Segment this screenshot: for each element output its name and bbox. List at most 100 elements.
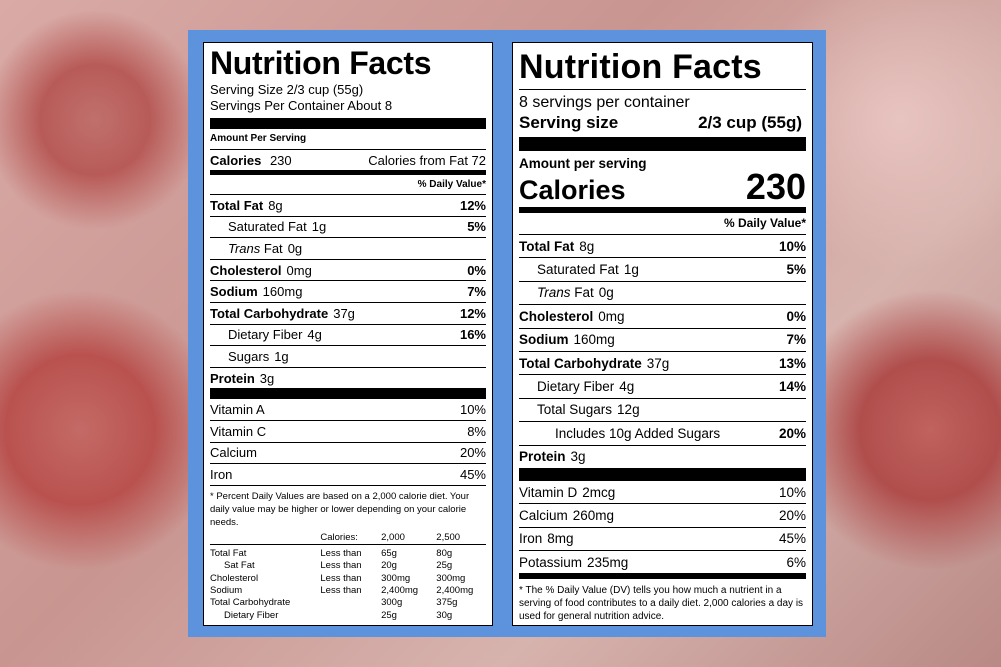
dv-table-cell: 300mg	[381, 572, 411, 584]
nutrient-name: Fat	[574, 285, 594, 301]
nutrient-row: Cholesterol 0mg 0%	[210, 258, 486, 281]
nutrient-dv: 12%	[459, 305, 486, 321]
calories-row: Calories 230	[519, 168, 806, 206]
nutrient-row: Total Carbohydrate 37g 12%	[210, 301, 486, 324]
dv-table-cell: Less than	[320, 584, 362, 596]
nutrient-dv: 20%	[778, 425, 806, 441]
vitamin-amount: 8mg	[547, 531, 574, 547]
dv-table: Calories: 2,000 2,500 Total Fat Less than 65…	[210, 532, 486, 622]
nutrient-dv: 5%	[786, 262, 806, 278]
footnote: * The % Daily Value (DV) tells you how m…	[519, 585, 804, 623]
nutrient-dv: 12%	[459, 197, 486, 213]
nutrient-dv: 0%	[786, 308, 806, 324]
label-title: Nutrition Facts	[519, 45, 806, 90]
nutrient-row: Protein 3g	[210, 366, 486, 389]
nutrient-dv: 0%	[467, 262, 486, 278]
rule	[210, 484, 486, 486]
dv-table-row: Sat Fat Less than 20g 25g	[210, 560, 486, 572]
dv-table-cell: 2,400mg	[436, 584, 474, 596]
dv-table-cell: 65g	[381, 548, 397, 560]
nutrient-amount: 8g	[579, 238, 595, 254]
nutrient-name: Total Sugars	[537, 402, 613, 418]
serving-size-value: 2/3 cup (55g)	[698, 113, 802, 132]
dv-table-cell: Total Carbohydrate	[210, 597, 291, 609]
dv-table-cell: Total Fat	[210, 548, 247, 560]
nutrient-name: Cholesterol	[519, 308, 594, 324]
dv-table-header: Calories: 2,000 2,500	[210, 532, 486, 545]
nutrient-name: Cholesterol	[210, 262, 282, 278]
nutrient-name: Sodium	[519, 332, 569, 348]
dv-table-row: Total Fat Less than 65g 80g	[210, 544, 486, 561]
vitamin-dv: 6%	[786, 554, 806, 570]
vitamin-row: Potassium 235mg 6%	[519, 550, 806, 573]
nutrient-amount: 37g	[646, 355, 670, 371]
nutrient-name: Sugars	[228, 348, 270, 364]
dv-header: % Daily Value*	[723, 216, 806, 230]
nutrient-amount: 1g	[311, 219, 327, 235]
dv-table-cell: 300g	[381, 597, 403, 609]
nutrient-amount: 12g	[617, 402, 640, 418]
calories-from-fat: Calories from Fat 72	[368, 152, 486, 168]
nutrient-row: Protein 3g	[519, 444, 806, 468]
vitamin-row: Vitamin A 10%	[210, 399, 486, 420]
nutrient-amount: 1g	[623, 262, 639, 278]
vitamin-row: Calcium 260mg 20%	[519, 503, 806, 526]
vitamin-name: Iron	[519, 531, 543, 547]
right-label: Nutrition Facts 8 servings per container…	[512, 42, 813, 626]
calories-value: 230	[269, 152, 292, 168]
servings: Servings Per Container About 8	[210, 98, 393, 113]
nutrient-amount: 160mg	[262, 284, 303, 300]
calories-label: Calories	[519, 175, 626, 205]
calories-row: Calories 230 Calories from Fat 72	[210, 149, 486, 170]
serving-size: Serving Size 2/3 cup (55g)	[210, 82, 364, 97]
nutrient-amount: 0g	[287, 240, 303, 256]
nutrient-dv: 14%	[778, 379, 806, 395]
nutrient-row: Includes 10g Added Sugars 20%	[519, 421, 806, 444]
thick-bar	[210, 388, 486, 400]
nutrient-amount: 3g	[259, 370, 275, 386]
vitamin-amount: 235mg	[587, 554, 629, 570]
servings: 8 servings per container	[519, 94, 690, 111]
vitamin-dv: 45%	[459, 466, 486, 482]
serving-size-label: Serving size	[519, 113, 619, 132]
nutrient-row: Saturated Fat 1g 5%	[210, 215, 486, 238]
dv-table-row: Total Carbohydrate 300g 375g	[210, 597, 486, 609]
dv-table-cell: 25g	[436, 560, 453, 572]
nutrient-amount: 4g	[619, 379, 635, 395]
vitamin-row: Calcium 20%	[210, 441, 486, 464]
nutrient-amount: 1g	[274, 348, 289, 364]
nutrient-name: Total Carbohydrate	[210, 305, 329, 321]
nutrient-amount: 3g	[570, 449, 586, 465]
nutrient-row: Trans Fat 0g	[210, 237, 486, 259]
nutrient-name: Protein	[519, 449, 566, 465]
dv-table-cell: 80g	[436, 548, 453, 560]
nutrient-dv: 10%	[778, 238, 806, 254]
dv-table-cell: 2,400mg	[381, 584, 419, 596]
vitamin-name: Calcium	[210, 445, 257, 461]
nutrient-row: Total Carbohydrate 37g 13%	[519, 350, 806, 374]
nutrient-row: Cholesterol 0mg 0%	[519, 304, 806, 327]
nutrient-amount: 0mg	[286, 262, 312, 278]
nutrient-name: Total Fat	[519, 238, 575, 254]
nutrient-dv: 7%	[467, 284, 486, 300]
nutrient-row: Total Fat 8g 12%	[210, 194, 486, 216]
nutrient-row: Total Sugars 12g	[519, 397, 806, 421]
calories-label: Calories	[210, 152, 262, 168]
bar	[519, 573, 806, 580]
dv-table-cell: Cholesterol	[210, 572, 259, 584]
vitamin-amount: 2mcg	[582, 484, 616, 500]
nutrient-name: Saturated Fat	[228, 219, 307, 235]
left-label: Nutrition Facts Serving Size 2/3 cup (55…	[203, 42, 493, 626]
nutrient-name: Dietary Fiber	[228, 327, 303, 343]
nutrient-dv: 16%	[459, 327, 486, 343]
nutrient-row: Saturated Fat 1g 5%	[519, 257, 806, 280]
vitamin-dv: 8%	[467, 423, 486, 439]
nutrient-row: Dietary Fiber 4g 14%	[519, 374, 806, 397]
nutrient-amount: 0g	[598, 285, 614, 301]
nutrient-amount: 160mg	[573, 332, 615, 348]
amount-per-serving: Amount Per Serving	[210, 133, 307, 144]
nutrient-name-italic: Trans	[537, 285, 571, 301]
vitamin-row: Iron 45%	[210, 463, 486, 485]
vitamin-dv: 20%	[459, 445, 486, 461]
